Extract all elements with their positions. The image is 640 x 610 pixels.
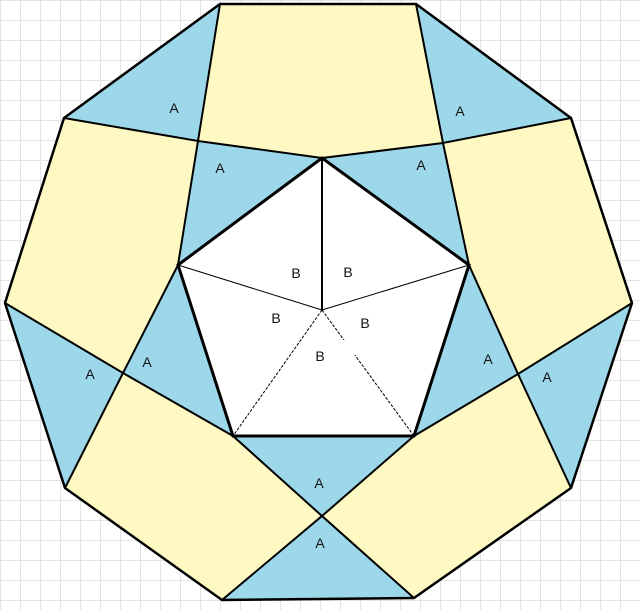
square-top: [198, 4, 443, 158]
label-b-top-right: B: [343, 264, 352, 280]
label-a-outer-left: A: [85, 366, 95, 382]
triangle-a-outer-top-left: [64, 4, 220, 141]
triangle-a-inner-top-right: [322, 143, 469, 265]
triangle-a-outer-right: [518, 303, 632, 488]
internal-edges: [4, 3, 633, 601]
label-a-inner-right: A: [483, 351, 493, 367]
label-a-inner-left: A: [142, 354, 152, 370]
triangle-a-outer-top-right: [416, 4, 571, 143]
square-bottom-left: [65, 373, 322, 600]
triangle-a-inner-right: [414, 265, 518, 436]
triangle-a-inner-bottom: [233, 436, 414, 516]
square-left: [5, 118, 198, 373]
pentagon: [176, 156, 471, 438]
label-a-inner-bottom: A: [314, 475, 324, 491]
triangle-a-inner-top-left: [178, 141, 322, 265]
triangle-a-outer-bottom: [222, 516, 414, 600]
b-label-backgrounds: [232, 240, 407, 392]
label-a-inner-top-left: A: [215, 160, 225, 176]
label-b-bottom: B: [315, 348, 324, 364]
triangle-a-inner-left: [123, 265, 233, 436]
label-b-left: B: [271, 310, 280, 326]
label-a-outer-top-left: A: [169, 100, 179, 116]
triangle-a-outer-left: [5, 303, 123, 488]
label-a-outer-bottom: A: [315, 535, 325, 551]
label-b-right: B: [360, 315, 369, 331]
label-b-top-left: B: [291, 265, 300, 281]
label-a-outer-top-right: A: [455, 103, 465, 119]
pentagon-spokes: [177, 158, 470, 437]
label-a-inner-top-right: A: [416, 157, 426, 173]
square-bottom-right: [322, 374, 571, 598]
label-a-outer-right: A: [542, 369, 552, 385]
